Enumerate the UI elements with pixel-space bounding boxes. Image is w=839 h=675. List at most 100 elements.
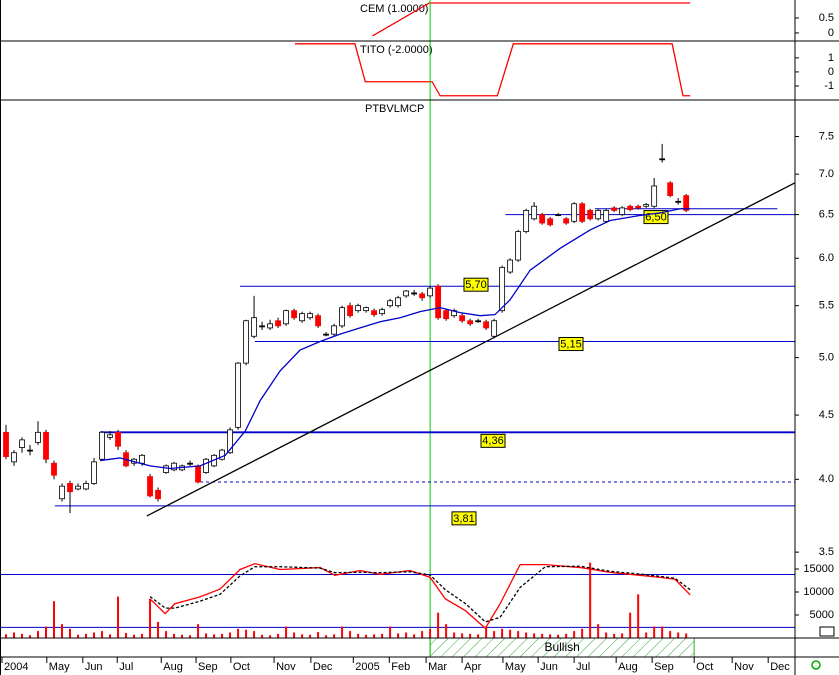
y-tick-label: 0.5 bbox=[819, 12, 834, 24]
candle-body bbox=[507, 259, 514, 273]
candle-body bbox=[99, 431, 105, 460]
candle-body bbox=[347, 305, 353, 317]
candle-body bbox=[323, 333, 329, 336]
candle-body bbox=[283, 310, 289, 325]
candle-body bbox=[339, 307, 345, 327]
panel-title: TITO (-2.0000) bbox=[360, 44, 433, 56]
x-tick-label: Nov bbox=[734, 661, 754, 673]
x-tick-label: Apr bbox=[464, 661, 481, 673]
x-tick-label: Oct bbox=[233, 661, 250, 673]
x-tick-label: May bbox=[505, 661, 526, 673]
candle-body bbox=[307, 313, 313, 319]
level-label-box bbox=[558, 337, 584, 352]
candle-body bbox=[595, 210, 602, 220]
candle-body bbox=[19, 439, 25, 448]
candle-body bbox=[107, 434, 113, 438]
candle-body bbox=[27, 449, 33, 452]
level-label-box bbox=[480, 433, 506, 448]
candle-body bbox=[675, 200, 682, 203]
candle-body bbox=[563, 218, 570, 224]
candle-body bbox=[587, 210, 594, 220]
candle-body bbox=[51, 462, 57, 476]
x-tick-label: Feb bbox=[391, 661, 410, 673]
panel-title: PTBVLMCP bbox=[365, 103, 424, 115]
candle-body bbox=[547, 218, 554, 226]
candle-body bbox=[195, 465, 201, 483]
candle-body bbox=[523, 210, 530, 233]
level-label-box bbox=[451, 511, 477, 526]
y-tick-label: 3.5 bbox=[819, 546, 834, 558]
candle-body bbox=[627, 205, 634, 210]
level-label: 4,36 bbox=[482, 435, 503, 447]
candle-body bbox=[651, 185, 658, 207]
candle-body bbox=[35, 431, 41, 443]
candle-body bbox=[171, 462, 177, 471]
candle-body bbox=[475, 320, 482, 323]
candle-body bbox=[659, 158, 666, 161]
y-tick-label: 0 bbox=[828, 66, 834, 78]
oscillator-line bbox=[149, 565, 691, 623]
candle-body bbox=[235, 362, 241, 428]
candle-body bbox=[75, 485, 81, 490]
candle-body bbox=[379, 309, 385, 315]
x-tick-label: Jul bbox=[576, 661, 590, 673]
candle-body bbox=[163, 465, 169, 473]
y-tick-label: 5.0 bbox=[819, 352, 834, 364]
candle-body bbox=[243, 320, 249, 364]
y-tick-label: 4.5 bbox=[819, 409, 834, 421]
candle-body bbox=[315, 315, 321, 327]
x-tick-label: Jun bbox=[540, 661, 558, 673]
x-tick-label: May bbox=[49, 661, 70, 673]
candle-body bbox=[83, 483, 89, 490]
candle-body bbox=[683, 195, 690, 211]
x-tick-label: Aug bbox=[618, 661, 638, 673]
panel-icon[interactable] bbox=[819, 626, 835, 637]
candle-body bbox=[499, 266, 506, 312]
candle-body bbox=[539, 214, 546, 224]
candle-body bbox=[387, 300, 393, 307]
level-label: 5,15 bbox=[560, 338, 581, 350]
signal-label: Bullish bbox=[544, 640, 579, 654]
x-tick-label: Aug bbox=[163, 661, 183, 673]
candle-body bbox=[299, 313, 305, 322]
candle-body bbox=[643, 204, 650, 207]
x-tick-label: 2004 bbox=[4, 661, 28, 673]
y-tick-label: 5.5 bbox=[819, 300, 834, 312]
y-tick-label: 7.5 bbox=[819, 130, 834, 142]
candle-body bbox=[579, 203, 586, 222]
candle-body bbox=[635, 205, 642, 209]
x-tick-label: Dec bbox=[313, 661, 333, 673]
panel-title: CEM (1.0000) bbox=[360, 3, 428, 15]
candle-body bbox=[203, 458, 209, 473]
candle-body bbox=[395, 297, 402, 307]
candle-body bbox=[571, 203, 578, 222]
candle-body bbox=[363, 307, 369, 312]
x-tick-label: Mar bbox=[428, 661, 447, 673]
candle-body bbox=[43, 431, 49, 460]
candle-body bbox=[11, 452, 17, 463]
candle-body bbox=[155, 489, 161, 500]
candle-body bbox=[219, 449, 225, 460]
candle-body bbox=[259, 325, 265, 328]
candle-body bbox=[515, 231, 522, 261]
level-label: 5,70 bbox=[465, 279, 486, 291]
y-tick-label: 1 bbox=[828, 52, 834, 64]
x-tick-label: Dec bbox=[770, 661, 790, 673]
level-label-box bbox=[463, 277, 489, 292]
y-tick-label: 0 bbox=[828, 27, 834, 39]
candle-body bbox=[267, 323, 273, 329]
indicator-line bbox=[372, 2, 691, 37]
candle-body bbox=[443, 310, 450, 320]
x-tick-label: Nov bbox=[276, 661, 296, 673]
candle-body bbox=[403, 290, 410, 297]
y-tick-label: 10000 bbox=[803, 586, 834, 598]
candle-body bbox=[147, 476, 153, 497]
candle-body bbox=[419, 293, 426, 299]
y-tick-label: 15000 bbox=[803, 563, 834, 575]
candle-body bbox=[619, 207, 626, 215]
candle-body bbox=[331, 325, 337, 335]
status-icon[interactable] bbox=[811, 660, 821, 670]
candle-body bbox=[115, 431, 121, 447]
candle-body bbox=[67, 483, 73, 493]
